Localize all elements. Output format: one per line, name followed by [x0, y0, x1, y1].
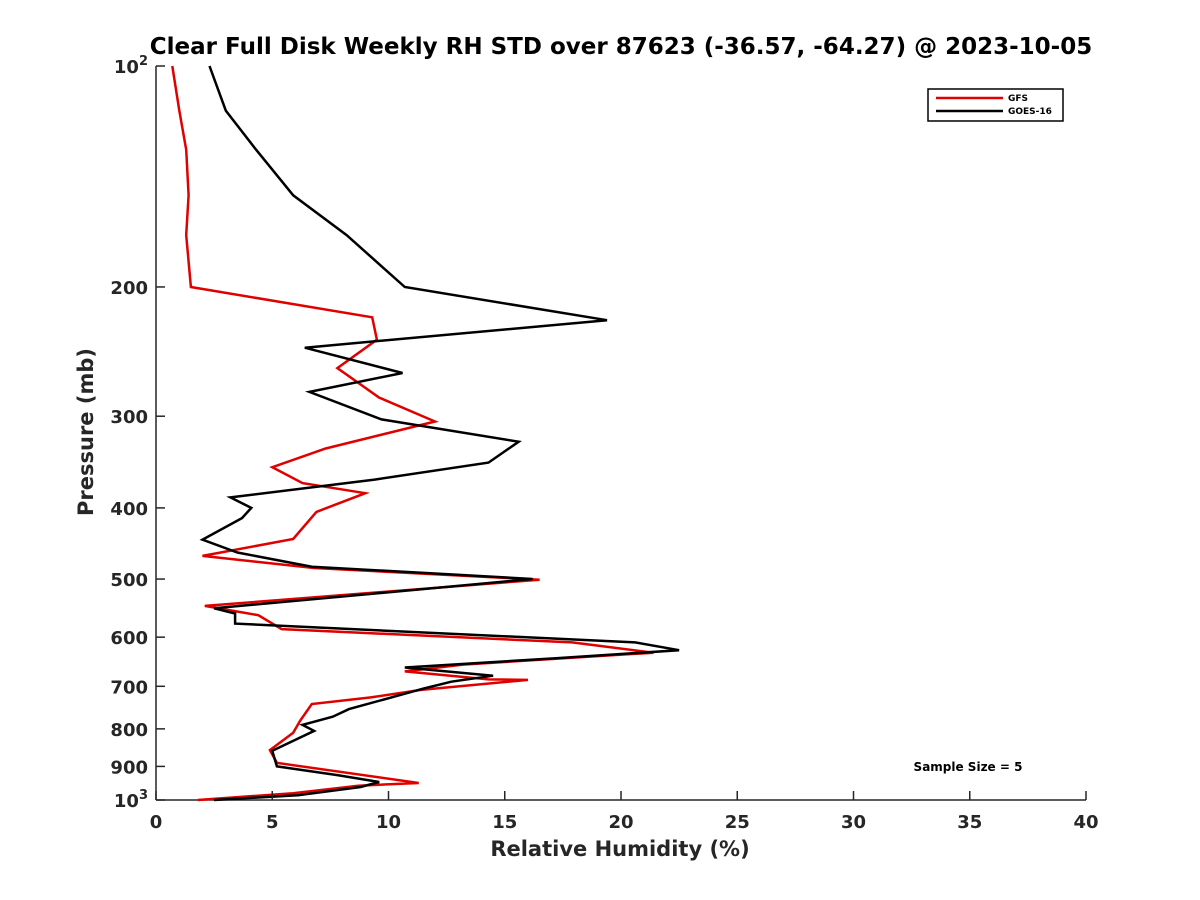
x-tick-label: 40	[1073, 812, 1098, 833]
y-tick-label: 200	[110, 278, 148, 299]
x-tick-label: 30	[841, 812, 866, 833]
series-line-gfs	[171, 65, 654, 802]
x-tick-label: 15	[492, 812, 517, 833]
x-tick-label: 25	[725, 812, 750, 833]
y-tick-label: 102	[114, 54, 148, 78]
y-tick-label: 900	[110, 757, 148, 778]
sample-size-annotation: Sample Size = 5	[914, 760, 1023, 774]
axes	[155, 66, 1086, 801]
x-tick-label: 5	[266, 812, 279, 833]
series-line-goes16	[199, 65, 680, 802]
x-tick-label: 35	[957, 812, 982, 833]
y-tick-label: 600	[110, 628, 148, 649]
y-tick-label: 500	[110, 570, 148, 591]
y-tick-label: 103	[114, 788, 148, 812]
y-tick-label: 800	[110, 720, 148, 741]
legend: GFS GOES-16	[927, 88, 1064, 122]
y-tick-label: 700	[110, 677, 148, 698]
x-axis-label: Relative Humidity (%)	[490, 837, 749, 861]
chart-title: Clear Full Disk Weekly RH STD over 87623…	[150, 34, 1092, 60]
tick-layer: 0 5 10 15 20 25 30 35 40 102 200 300 400 500 600 700 800…	[110, 54, 1098, 833]
x-tick-label: 20	[608, 812, 633, 833]
y-tick-label: 400	[110, 499, 148, 520]
legend-label-goes16: GOES-16	[1008, 107, 1052, 117]
series-layer	[171, 65, 680, 802]
y-axis-label: Pressure (mb)	[74, 348, 98, 516]
x-tick-label: 0	[150, 812, 163, 833]
legend-label-gfs: GFS	[1008, 94, 1028, 104]
x-tick-label: 10	[376, 812, 401, 833]
legend-box	[927, 88, 1064, 122]
y-tick-label: 300	[110, 407, 148, 428]
